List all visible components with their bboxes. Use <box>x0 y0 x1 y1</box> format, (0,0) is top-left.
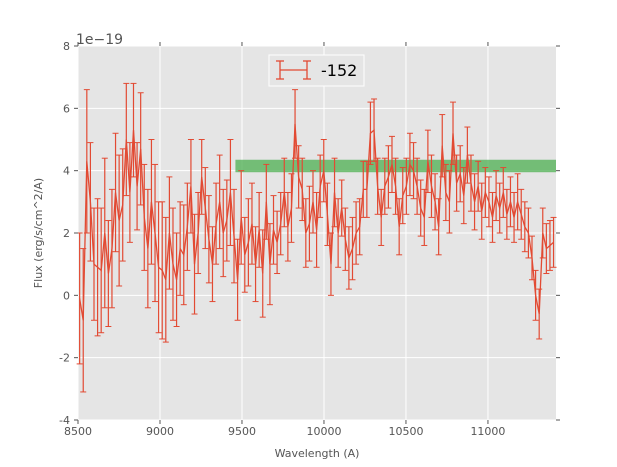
y-axis-label: Flux (erg/s/cm^2/A) <box>32 178 45 288</box>
y-tick-label: -2 <box>59 352 70 365</box>
x-tick-label: 9500 <box>228 425 256 438</box>
y-tick-label: 8 <box>63 40 70 53</box>
x-tick-label: 10000 <box>306 425 341 438</box>
x-tick-label: 11000 <box>470 425 505 438</box>
legend: -152 <box>268 54 365 87</box>
series-line <box>78 123 554 321</box>
legend-errorbar-marker <box>276 60 311 80</box>
x-tick-label: 9000 <box>146 425 174 438</box>
y-tick-label: 4 <box>63 165 70 178</box>
x-tick-label: 8500 <box>64 425 92 438</box>
flux-line <box>78 123 554 321</box>
x-tick-label: 10500 <box>388 425 423 438</box>
tick-labels: 8500 9000 9500 10000 10500 11000 -4 -2 0 2 4 6 8 <box>59 40 560 438</box>
x-axis-label: Wavelength (A) <box>275 447 360 460</box>
offset-text: 1e−19 <box>76 32 123 48</box>
y-tick-label: -4 <box>59 414 70 427</box>
y-tick-label: 2 <box>63 227 70 240</box>
y-tick-label: 0 <box>63 289 70 302</box>
legend-label: -152 <box>321 61 357 80</box>
y-tick-label: 6 <box>63 102 70 115</box>
